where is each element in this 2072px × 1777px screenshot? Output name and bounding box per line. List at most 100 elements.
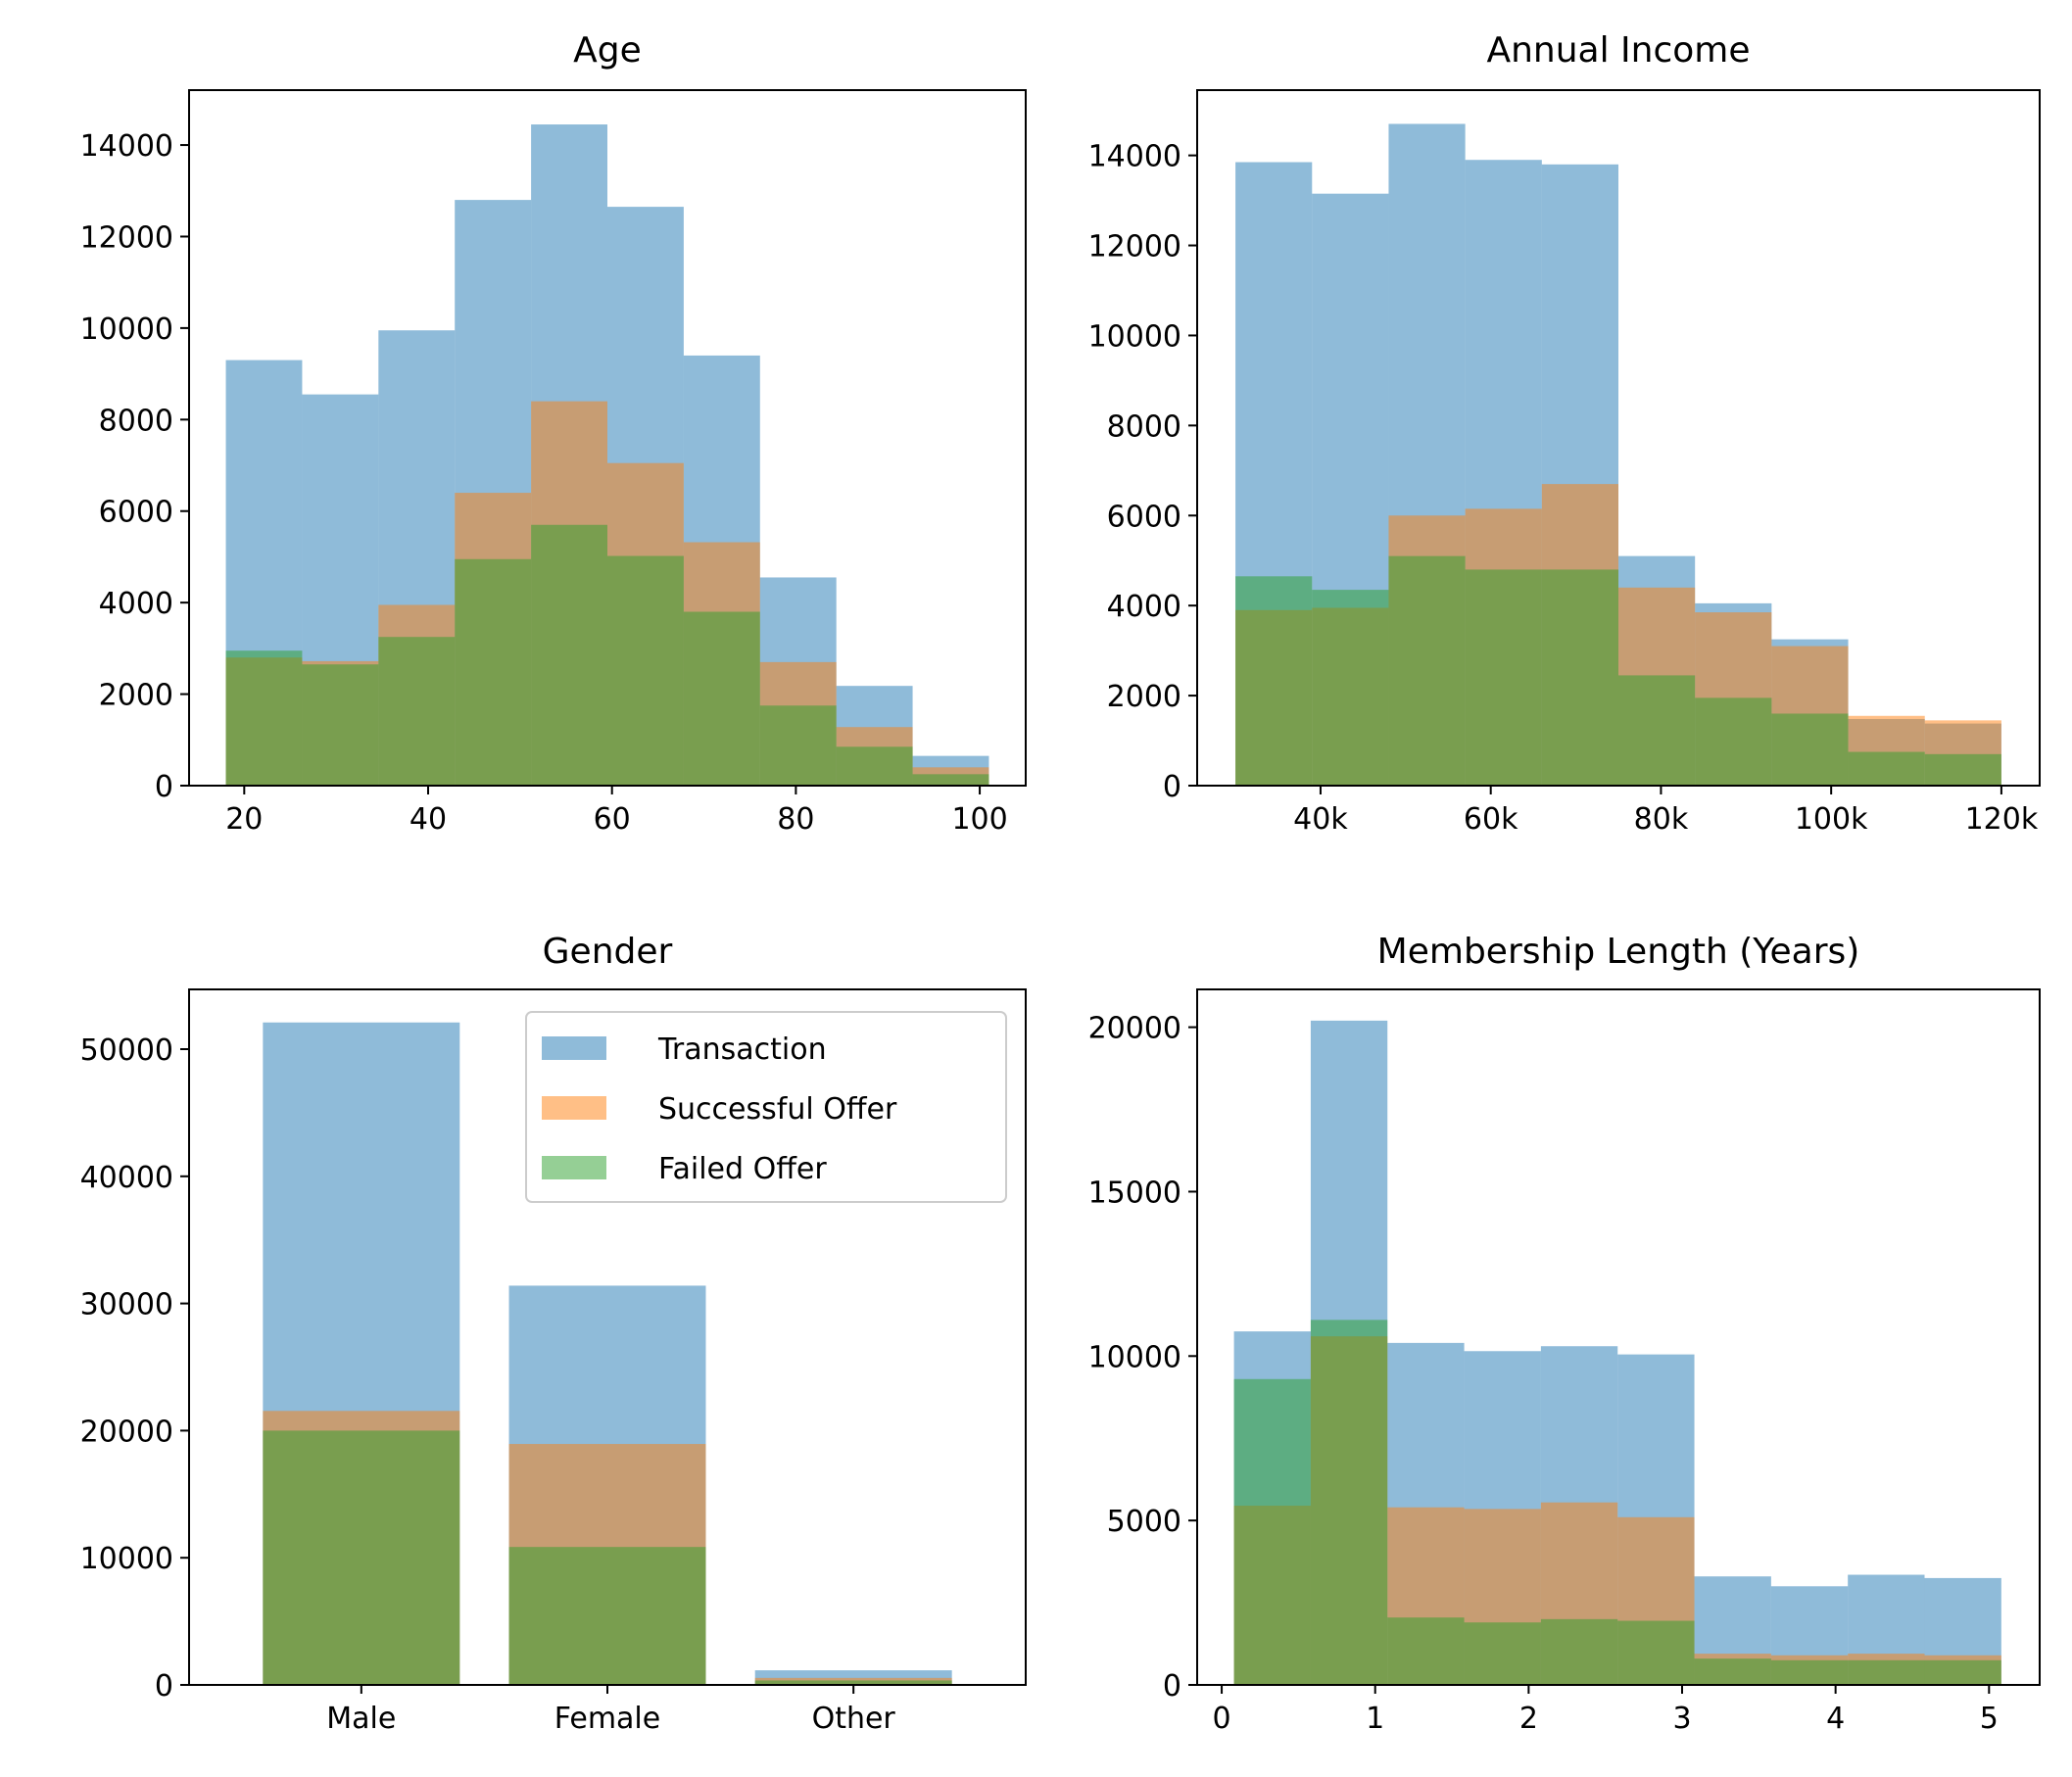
- age-bar-failed-offer-0: [225, 650, 303, 786]
- gender-ytick-label: 0: [155, 1669, 173, 1704]
- membership-length-bar-failed-offer-0: [1233, 1378, 1311, 1685]
- annual-income-bar-failed-offer-9: [1924, 753, 2001, 786]
- gender-y-axis: 0 10000 20000 30000 40000 50000: [80, 1033, 189, 1704]
- annual-income-ytick-label: 12000: [1088, 230, 1181, 264]
- membership-length-ytick-label: 0: [1163, 1669, 1181, 1704]
- annual-income-bar-failed-offer-3: [1465, 569, 1542, 786]
- membership-length-bar-failed-offer-1: [1310, 1320, 1388, 1685]
- membership-length-axes-frame: [1196, 988, 2041, 1686]
- age-bar-failed-offer-7: [759, 705, 837, 786]
- membership-length-ytick-label: 5000: [1107, 1505, 1181, 1539]
- gender-ytick-label: 30000: [80, 1288, 173, 1322]
- annual-income-xtick-label: 100k: [1795, 802, 1868, 837]
- gender-xtick-label: Male: [326, 1702, 396, 1736]
- age-ytick-label: 4000: [99, 587, 173, 621]
- gender-xtick-label: Female: [554, 1702, 660, 1736]
- annual-income-xtick-label: 120k: [1965, 802, 2039, 837]
- legend-swatch-failed-offer: [542, 1156, 606, 1179]
- legend-swatch-successful-offer: [542, 1096, 606, 1120]
- membership-length-bar-failed-offer-7: [1770, 1659, 1849, 1685]
- age-ytick-label: 12000: [80, 220, 173, 255]
- age-panel: Age 0 2000 4000 6000 8000 10000 12000 14000 20 4…: [80, 30, 1027, 837]
- membership-length-y-axis: 0 5000 10000 15000 20000: [1088, 1012, 1197, 1704]
- age-xtick-label: 100: [951, 802, 1007, 837]
- legend-label-successful-offer: Successful Offer: [658, 1092, 897, 1127]
- gender-bar-failed-offer-1: [508, 1547, 706, 1685]
- annual-income-axes-frame: [1196, 89, 2041, 787]
- membership-length-panel-title: Membership Length (Years): [1377, 932, 1860, 972]
- age-ytick-label: 10000: [80, 312, 173, 347]
- annual-income-bar-failed-offer-5: [1618, 675, 1696, 786]
- legend: Transaction Successful Offer Failed Offe…: [525, 1011, 1007, 1203]
- age-axes-frame: [188, 89, 1027, 787]
- membership-length-xtick-label: 2: [1519, 1702, 1538, 1736]
- annual-income-ytick-label: 4000: [1107, 590, 1181, 624]
- membership-length-ytick-label: 20000: [1088, 1012, 1181, 1046]
- age-ytick-label: 2000: [99, 679, 173, 713]
- gender-axes-frame: [188, 988, 1027, 1686]
- annual-income-ytick-label: 0: [1163, 770, 1181, 804]
- membership-length-bar-failed-offer-4: [1540, 1618, 1618, 1685]
- membership-length-x-axis: 0 1 2 3 4 5: [1213, 1685, 1999, 1736]
- annual-income-bar-failed-offer-7: [1771, 713, 1849, 786]
- age-xtick-label: 60: [594, 802, 631, 837]
- age-bar-failed-offer-1: [302, 664, 379, 786]
- annual-income-bar-failed-offer-2: [1388, 555, 1466, 786]
- gender-bar-failed-offer-0: [263, 1430, 460, 1685]
- legend-label-transaction: Transaction: [657, 1033, 827, 1067]
- membership-length-bar-failed-offer-3: [1464, 1622, 1541, 1685]
- membership-length-ytick-label: 10000: [1088, 1340, 1181, 1374]
- annual-income-panel-title: Annual Income: [1486, 30, 1750, 71]
- annual-income-x-axis: 40k 60k 80k 100k 120k: [1293, 786, 2039, 837]
- age-xtick-label: 20: [225, 802, 263, 837]
- legend-label-failed-offer: Failed Offer: [658, 1152, 827, 1186]
- membership-length-bar-failed-offer-9: [1924, 1659, 2001, 1685]
- age-xtick-label: 40: [410, 802, 447, 837]
- membership-length-bar-failed-offer-6: [1694, 1658, 1771, 1685]
- annual-income-xtick-label: 60k: [1464, 802, 1518, 837]
- age-bar-failed-offer-9: [912, 774, 989, 786]
- age-xtick-label: 80: [777, 802, 814, 837]
- annual-income-ytick-label: 2000: [1107, 680, 1181, 714]
- annual-income-bar-failed-offer-1: [1312, 590, 1389, 786]
- membership-length-xtick-label: 4: [1826, 1702, 1845, 1736]
- gender-x-axis: Male Female Other: [326, 1685, 895, 1736]
- annual-income-xtick-label: 40k: [1293, 802, 1348, 837]
- age-bar-failed-offer-3: [455, 558, 532, 786]
- gender-panel-title: Gender: [543, 932, 673, 972]
- annual-income-bar-failed-offer-4: [1541, 569, 1618, 786]
- membership-length-xtick-label: 0: [1213, 1702, 1231, 1736]
- annual-income-y-axis: 0 2000 4000 6000 8000 10000 12000 14000: [1088, 140, 1197, 804]
- age-panel-title: Age: [573, 30, 642, 71]
- annual-income-ytick-label: 6000: [1107, 500, 1181, 534]
- annual-income-ytick-label: 10000: [1088, 319, 1181, 354]
- legend-box: [525, 1011, 1007, 1203]
- age-ytick-label: 6000: [99, 496, 173, 530]
- gender-ytick-label: 40000: [80, 1161, 173, 1195]
- membership-length-bar-failed-offer-5: [1617, 1620, 1695, 1685]
- gender-ytick-label: 50000: [80, 1033, 173, 1068]
- gender-bars: [263, 1022, 952, 1685]
- age-bars: [225, 124, 989, 787]
- membership-length-panel: Membership Length (Years) 0 5000 10000 1500…: [1088, 932, 2041, 1736]
- membership-length-bar-failed-offer-8: [1848, 1659, 1925, 1685]
- gender-ytick-label: 10000: [80, 1542, 173, 1576]
- gender-xtick-label: Other: [812, 1702, 896, 1736]
- annual-income-ytick-label: 8000: [1107, 409, 1181, 444]
- membership-length-ytick-label: 15000: [1088, 1176, 1181, 1210]
- membership-length-bar-failed-offer-2: [1387, 1617, 1465, 1685]
- age-bar-failed-offer-6: [683, 611, 760, 786]
- legend-swatch-transaction: [542, 1036, 606, 1060]
- age-ytick-label: 14000: [80, 129, 173, 164]
- membership-length-xtick-label: 1: [1366, 1702, 1384, 1736]
- age-ytick-label: 8000: [99, 404, 173, 438]
- gender-panel: Gender 0 10000 20000 30000 40000 50000 Male Fe…: [80, 932, 1027, 1736]
- annual-income-bar-failed-offer-6: [1695, 697, 1772, 786]
- gender-bar-failed-offer-2: [754, 1680, 952, 1685]
- annual-income-bars: [1235, 123, 2001, 787]
- annual-income-bar-failed-offer-8: [1848, 751, 1925, 786]
- annual-income-xtick-label: 80k: [1634, 802, 1689, 837]
- age-y-axis: 0 2000 4000 6000 8000 10000 12000 14000: [80, 129, 189, 804]
- age-x-axis: 20 40 60 80 100: [225, 786, 1008, 837]
